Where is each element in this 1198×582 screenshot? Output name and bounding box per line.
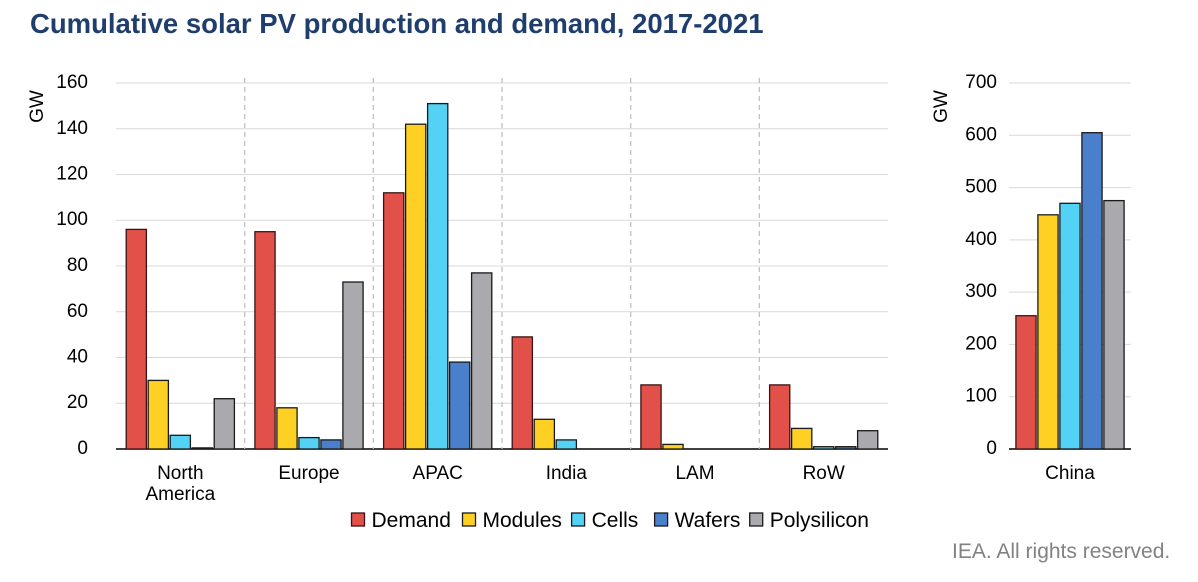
svg-text:Cells: Cells	[592, 509, 639, 532]
svg-text:America: America	[145, 484, 215, 505]
svg-text:Polysilicon: Polysilicon	[770, 509, 869, 532]
svg-text:100: 100	[965, 386, 997, 407]
svg-text:GW: GW	[27, 90, 48, 123]
svg-text:India: India	[546, 463, 588, 484]
svg-text:120: 120	[56, 164, 88, 185]
svg-text:80: 80	[67, 255, 88, 276]
svg-text:200: 200	[965, 333, 997, 354]
svg-text:Modules: Modules	[483, 509, 562, 532]
svg-text:Wafers: Wafers	[675, 509, 741, 532]
svg-text:APAC: APAC	[413, 463, 463, 484]
svg-text:GW: GW	[931, 90, 952, 123]
svg-text:140: 140	[56, 118, 88, 139]
svg-text:Europe: Europe	[278, 463, 339, 484]
svg-text:China: China	[1045, 463, 1095, 484]
svg-text:400: 400	[965, 229, 997, 250]
svg-text:North: North	[157, 463, 203, 484]
svg-text:40: 40	[67, 347, 88, 368]
svg-text:600: 600	[965, 124, 997, 145]
svg-text:Demand: Demand	[372, 509, 451, 532]
svg-text:700: 700	[965, 72, 997, 93]
svg-text:RoW: RoW	[803, 463, 845, 484]
svg-text:0: 0	[986, 438, 997, 459]
svg-text:0: 0	[77, 438, 88, 459]
svg-text:160: 160	[56, 72, 88, 93]
svg-text:LAM: LAM	[675, 463, 714, 484]
svg-text:20: 20	[67, 392, 88, 413]
svg-text:500: 500	[965, 177, 997, 198]
svg-text:100: 100	[56, 209, 88, 230]
svg-text:60: 60	[67, 301, 88, 322]
svg-text:300: 300	[965, 281, 997, 302]
